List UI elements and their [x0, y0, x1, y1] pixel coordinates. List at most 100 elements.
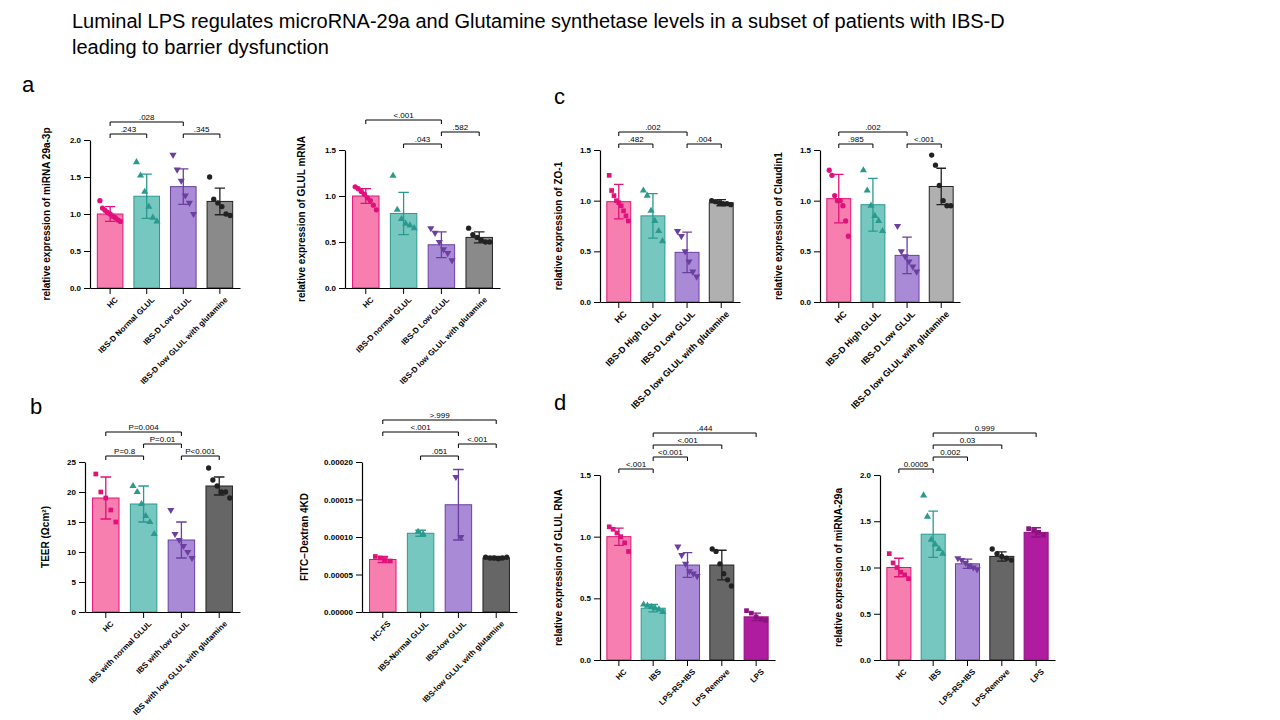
x-tick-label: IBS-D low GLUL with glutamine [849, 309, 951, 411]
y-tick-mark [874, 475, 880, 476]
significance-label: .004 [696, 135, 712, 144]
data-point [920, 491, 927, 497]
data-point [607, 173, 612, 178]
y-axis-title: relative expression of Claudin1 [773, 152, 784, 300]
data-point [612, 193, 617, 198]
data-point [924, 513, 931, 519]
significance-label: <0.001 [658, 448, 683, 457]
data-point [1041, 533, 1046, 538]
significance-bracket [183, 134, 220, 138]
y-tick-mark [814, 150, 820, 151]
x-tick-mark [403, 288, 404, 294]
bar [483, 558, 509, 612]
chart-panel: 0.00.51.01.52.0HCIBSLPS-RS+IBSLPS-Remove… [833, 424, 1056, 709]
data-point [188, 556, 195, 562]
y-tick: 1.0 [860, 564, 880, 573]
error-bar [648, 605, 658, 612]
x-tick-label: IBS-D low GLUL with glutamine [139, 295, 230, 386]
significance-label: P=0.8 [114, 447, 136, 456]
y-tick-label: 0.0 [70, 284, 82, 293]
error-bar [214, 477, 225, 495]
y-tick-label: 15 [67, 518, 76, 527]
y-axis-title: relative expression of miRNA 29a-3p [41, 127, 52, 300]
error-bar [614, 528, 624, 545]
y-tick: 1.0 [580, 197, 600, 206]
data-point [929, 152, 934, 157]
y-tick-label: 10 [67, 548, 76, 557]
x-tick-label: HC [105, 295, 120, 310]
y-tick-mark [874, 660, 880, 661]
significance-label: <.001 [467, 435, 488, 444]
x-tick: IBS-D low GLUL with glutamine [629, 302, 731, 411]
y-tick-label: 0.5 [800, 247, 812, 256]
y-tick-label: 2.0 [860, 471, 872, 480]
data-point [153, 217, 160, 223]
data-point [206, 465, 211, 470]
bar [206, 486, 232, 612]
data-point [948, 203, 953, 208]
significance-bracket [619, 144, 653, 148]
y-tick: 0.5 [580, 594, 600, 603]
data-point [864, 186, 871, 192]
x-tick-mark [967, 660, 968, 666]
y-tick: 1.5 [800, 146, 820, 155]
x-tick-mark [365, 288, 366, 294]
y-tick: 0.0 [580, 656, 600, 665]
x-tick-mark [420, 612, 421, 618]
y-tick-mark [594, 201, 600, 202]
y-tick-label: 1.5 [580, 471, 592, 480]
significance-label: .043 [415, 135, 431, 144]
data-point [694, 574, 701, 580]
error-bar [415, 530, 426, 536]
data-point [626, 219, 631, 224]
data-point [693, 275, 700, 281]
y-tick: 0 [72, 608, 85, 617]
y-axis-title: TEER (Ωcm²) [40, 506, 51, 568]
data-point [388, 559, 393, 564]
data-point [728, 202, 733, 207]
y-tick-mark [84, 140, 90, 141]
data-point [223, 489, 228, 494]
y-axis: 0.00.51.01.52.0 [860, 471, 881, 665]
data-point [133, 158, 140, 164]
x-tick-label: HC [361, 295, 376, 310]
y-axis-line [362, 463, 363, 613]
error-bar [683, 553, 693, 578]
data-point [108, 508, 113, 513]
y-tick-mark [79, 582, 85, 583]
x-tick-label: IBS-D low GLUL with glutamine [629, 309, 731, 411]
y-tick-mark [594, 475, 600, 476]
data-point [935, 545, 942, 551]
x-tick-mark [479, 288, 480, 294]
y-tick-label: 20 [67, 488, 76, 497]
x-tick-mark [618, 660, 619, 666]
y-axis-title: relative expression of miRNA-29a [833, 488, 844, 647]
y-tick-mark [814, 201, 820, 202]
data-point [368, 198, 373, 203]
significance-label: 0.999 [975, 424, 996, 433]
y-axis-line [880, 476, 881, 661]
data-point [729, 583, 734, 588]
significance-bracket [421, 456, 459, 460]
bar [744, 617, 768, 660]
y-tick: 1.0 [70, 210, 90, 219]
data-point [655, 227, 662, 233]
significance-bracket [383, 420, 496, 424]
y-tick-mark [356, 500, 362, 501]
data-point [184, 550, 191, 556]
plot-marks [607, 524, 768, 660]
error-bar [491, 557, 502, 560]
data-point [644, 191, 651, 197]
error-bar [176, 522, 187, 558]
y-tick: 0.5 [860, 610, 880, 619]
y-tick-label: 25 [67, 458, 76, 467]
x-tick-mark [653, 660, 654, 666]
x-tick-label: HC [101, 619, 116, 634]
data-point [939, 550, 946, 556]
data-point [151, 530, 158, 536]
x-axis-line [363, 612, 518, 613]
y-tick-label: 1.5 [70, 173, 82, 182]
significance-bracket [619, 132, 687, 136]
plot-marks [353, 172, 493, 288]
y-tick: 15 [67, 518, 85, 527]
